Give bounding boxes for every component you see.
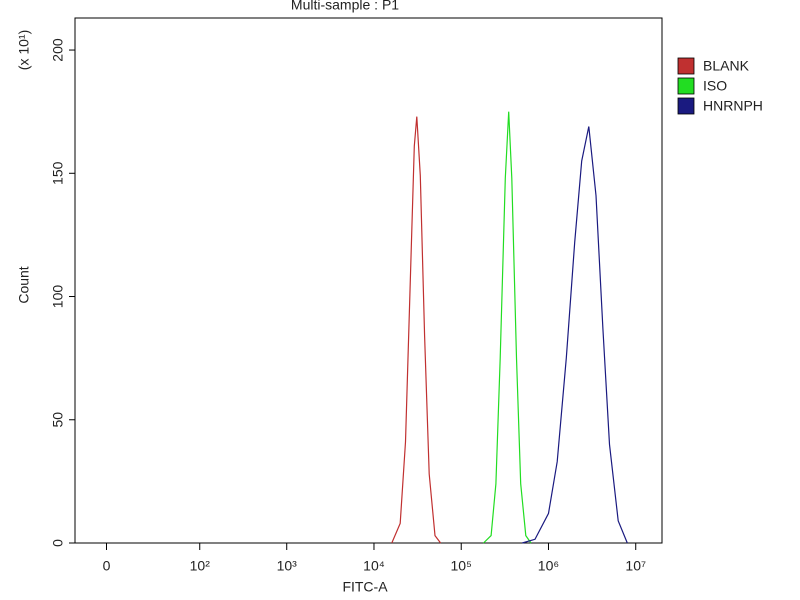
y-tick-label: 100 <box>50 285 66 309</box>
x-tick-label: 10² <box>190 558 211 574</box>
x-tick-label: 10⁶ <box>538 558 559 574</box>
x-tick-label: 10⁵ <box>451 558 472 574</box>
legend-swatch <box>677 77 695 95</box>
legend-label: ISO <box>703 78 727 94</box>
chart-title: Multi-sample : P1 <box>291 0 399 13</box>
histogram-line <box>522 126 628 544</box>
x-tick-label: 0 <box>103 558 111 574</box>
plot-frame <box>74 17 663 544</box>
x-tick-label: 10⁴ <box>363 558 385 574</box>
x-tick-label: 10³ <box>277 558 298 574</box>
legend-swatch <box>677 57 695 75</box>
y-axis-label: Count <box>16 266 32 303</box>
legend-swatch <box>677 97 695 115</box>
y-multiplier: (x 10¹) <box>16 30 32 70</box>
legend-label: HNRNPH <box>703 98 763 114</box>
y-tick-label: 0 <box>50 539 66 547</box>
x-axis-label: FITC-A <box>342 579 388 595</box>
legend-label: BLANK <box>703 58 750 74</box>
histogram-line <box>391 116 442 544</box>
y-tick-label: 150 <box>50 161 66 185</box>
y-tick-label: 50 <box>50 412 66 428</box>
y-tick-label: 200 <box>50 38 66 62</box>
x-tick-label: 10⁷ <box>625 558 646 574</box>
histogram-line <box>483 111 532 544</box>
